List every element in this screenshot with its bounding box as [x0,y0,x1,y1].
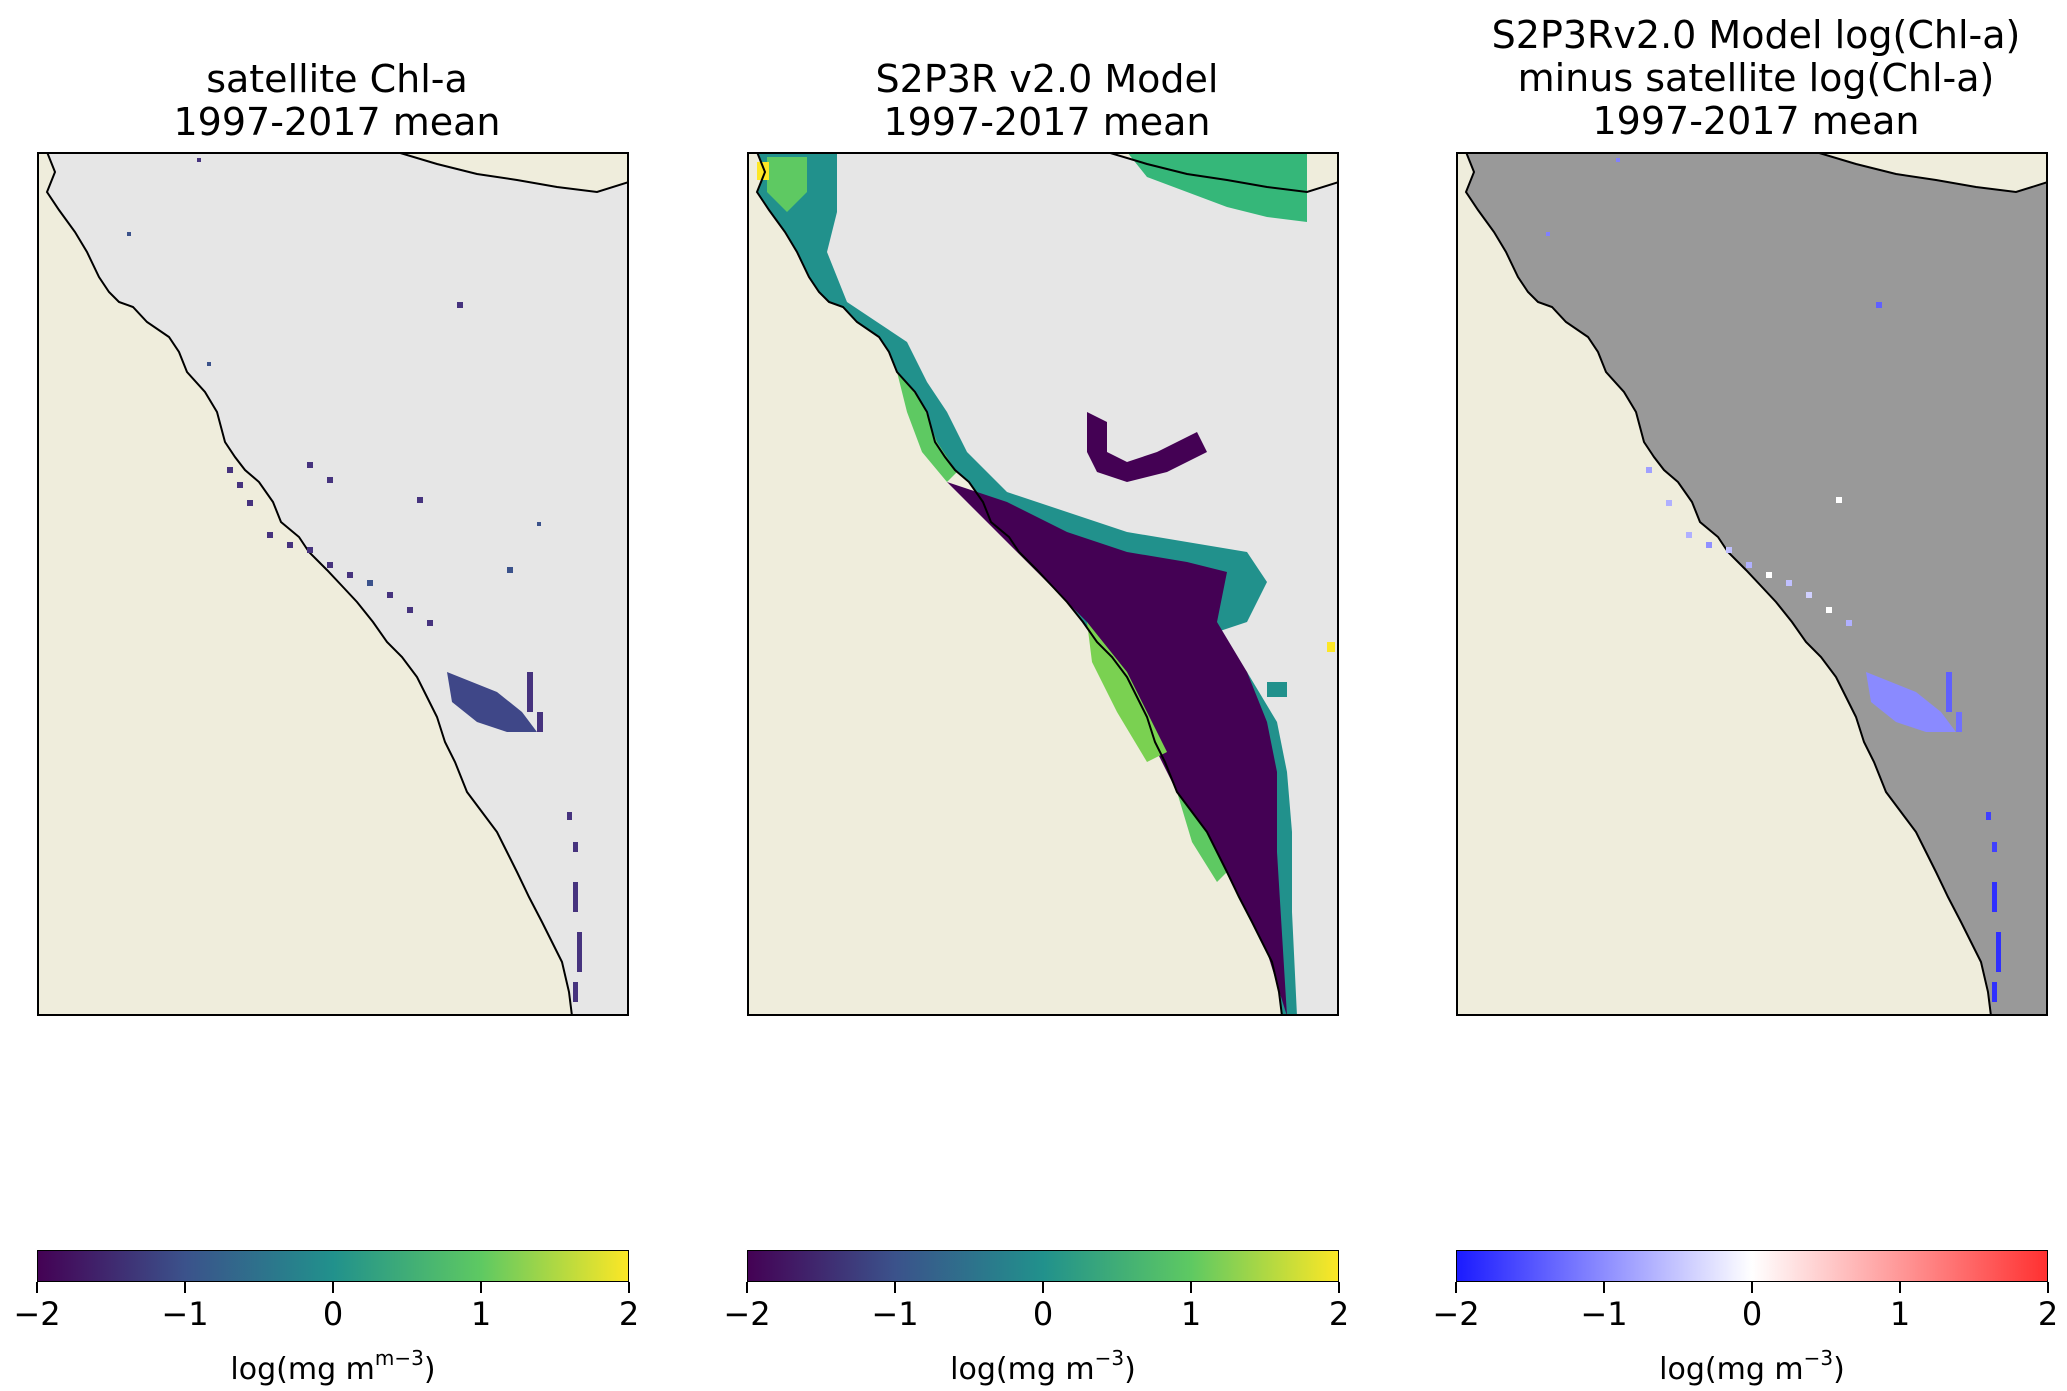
colorbar-label: log(mg m−3) [950,1346,1136,1387]
panel-satellite: satellite Chl-a 1997-2017 mean [13,0,640,1391]
map-difference [1456,152,2048,1016]
tick-label: 1 [470,1295,492,1333]
tick-label: 1 [1180,1295,1202,1333]
panel-title: satellite Chl-a 1997-2017 mean [0,58,697,144]
tick-label: 2 [2037,1295,2059,1333]
model-shelf [757,152,1335,1016]
tick-label: 0 [322,1295,344,1333]
tick-label: 0 [1741,1295,1763,1333]
tick-label: −2 [13,1295,61,1333]
tick-label: −2 [723,1295,771,1333]
colorbar-label: log(mg m−3) [1659,1346,1845,1387]
panel-title: S2P3Rv2.0 Model log(Chl-a) minus satelli… [1396,14,2067,143]
colorbar-ticks [746,1282,1340,1302]
tick-label: 2 [618,1295,640,1333]
map-satellite [37,152,629,1016]
tick-label: −2 [1432,1295,1480,1333]
tick-label: 1 [1889,1295,1911,1333]
chl-pixels [127,158,582,1002]
panel-difference: S2P3Rv2.0 Model log(Chl-a) minus satelli… [1432,0,2059,1391]
tick-label: −1 [1580,1295,1628,1333]
panel-title: S2P3R v2.0 Model 1997-2017 mean [687,58,1407,144]
tick-label: 2 [1328,1295,1350,1333]
tick-label: 0 [1032,1295,1054,1333]
title-line: 1997-2017 mean [883,100,1211,144]
tick-label: −1 [871,1295,919,1333]
colorbar-satellite [37,1250,629,1282]
colorbar-ticks [36,1282,630,1302]
colorbar-difference [1456,1250,2048,1282]
title-line: minus satellite log(Chl-a) [1517,56,1995,100]
tick-label: −1 [161,1295,209,1333]
colorbar-model [747,1250,1339,1282]
title-line: satellite Chl-a [206,57,468,101]
colorbar-label: log(mg mm−3) [230,1346,436,1387]
diff-pixels [1546,158,2001,1002]
panel-model: S2P3R v2.0 Model 1997-2017 mean −2 [723,0,1350,1391]
title-line: S2P3Rv2.0 Model log(Chl-a) [1491,13,2021,57]
map-model [747,152,1339,1016]
title-line: 1997-2017 mean [173,100,501,144]
title-line: 1997-2017 mean [1592,99,1920,143]
title-line: S2P3R v2.0 Model [875,57,1219,101]
colorbar-ticks [1455,1282,2049,1302]
